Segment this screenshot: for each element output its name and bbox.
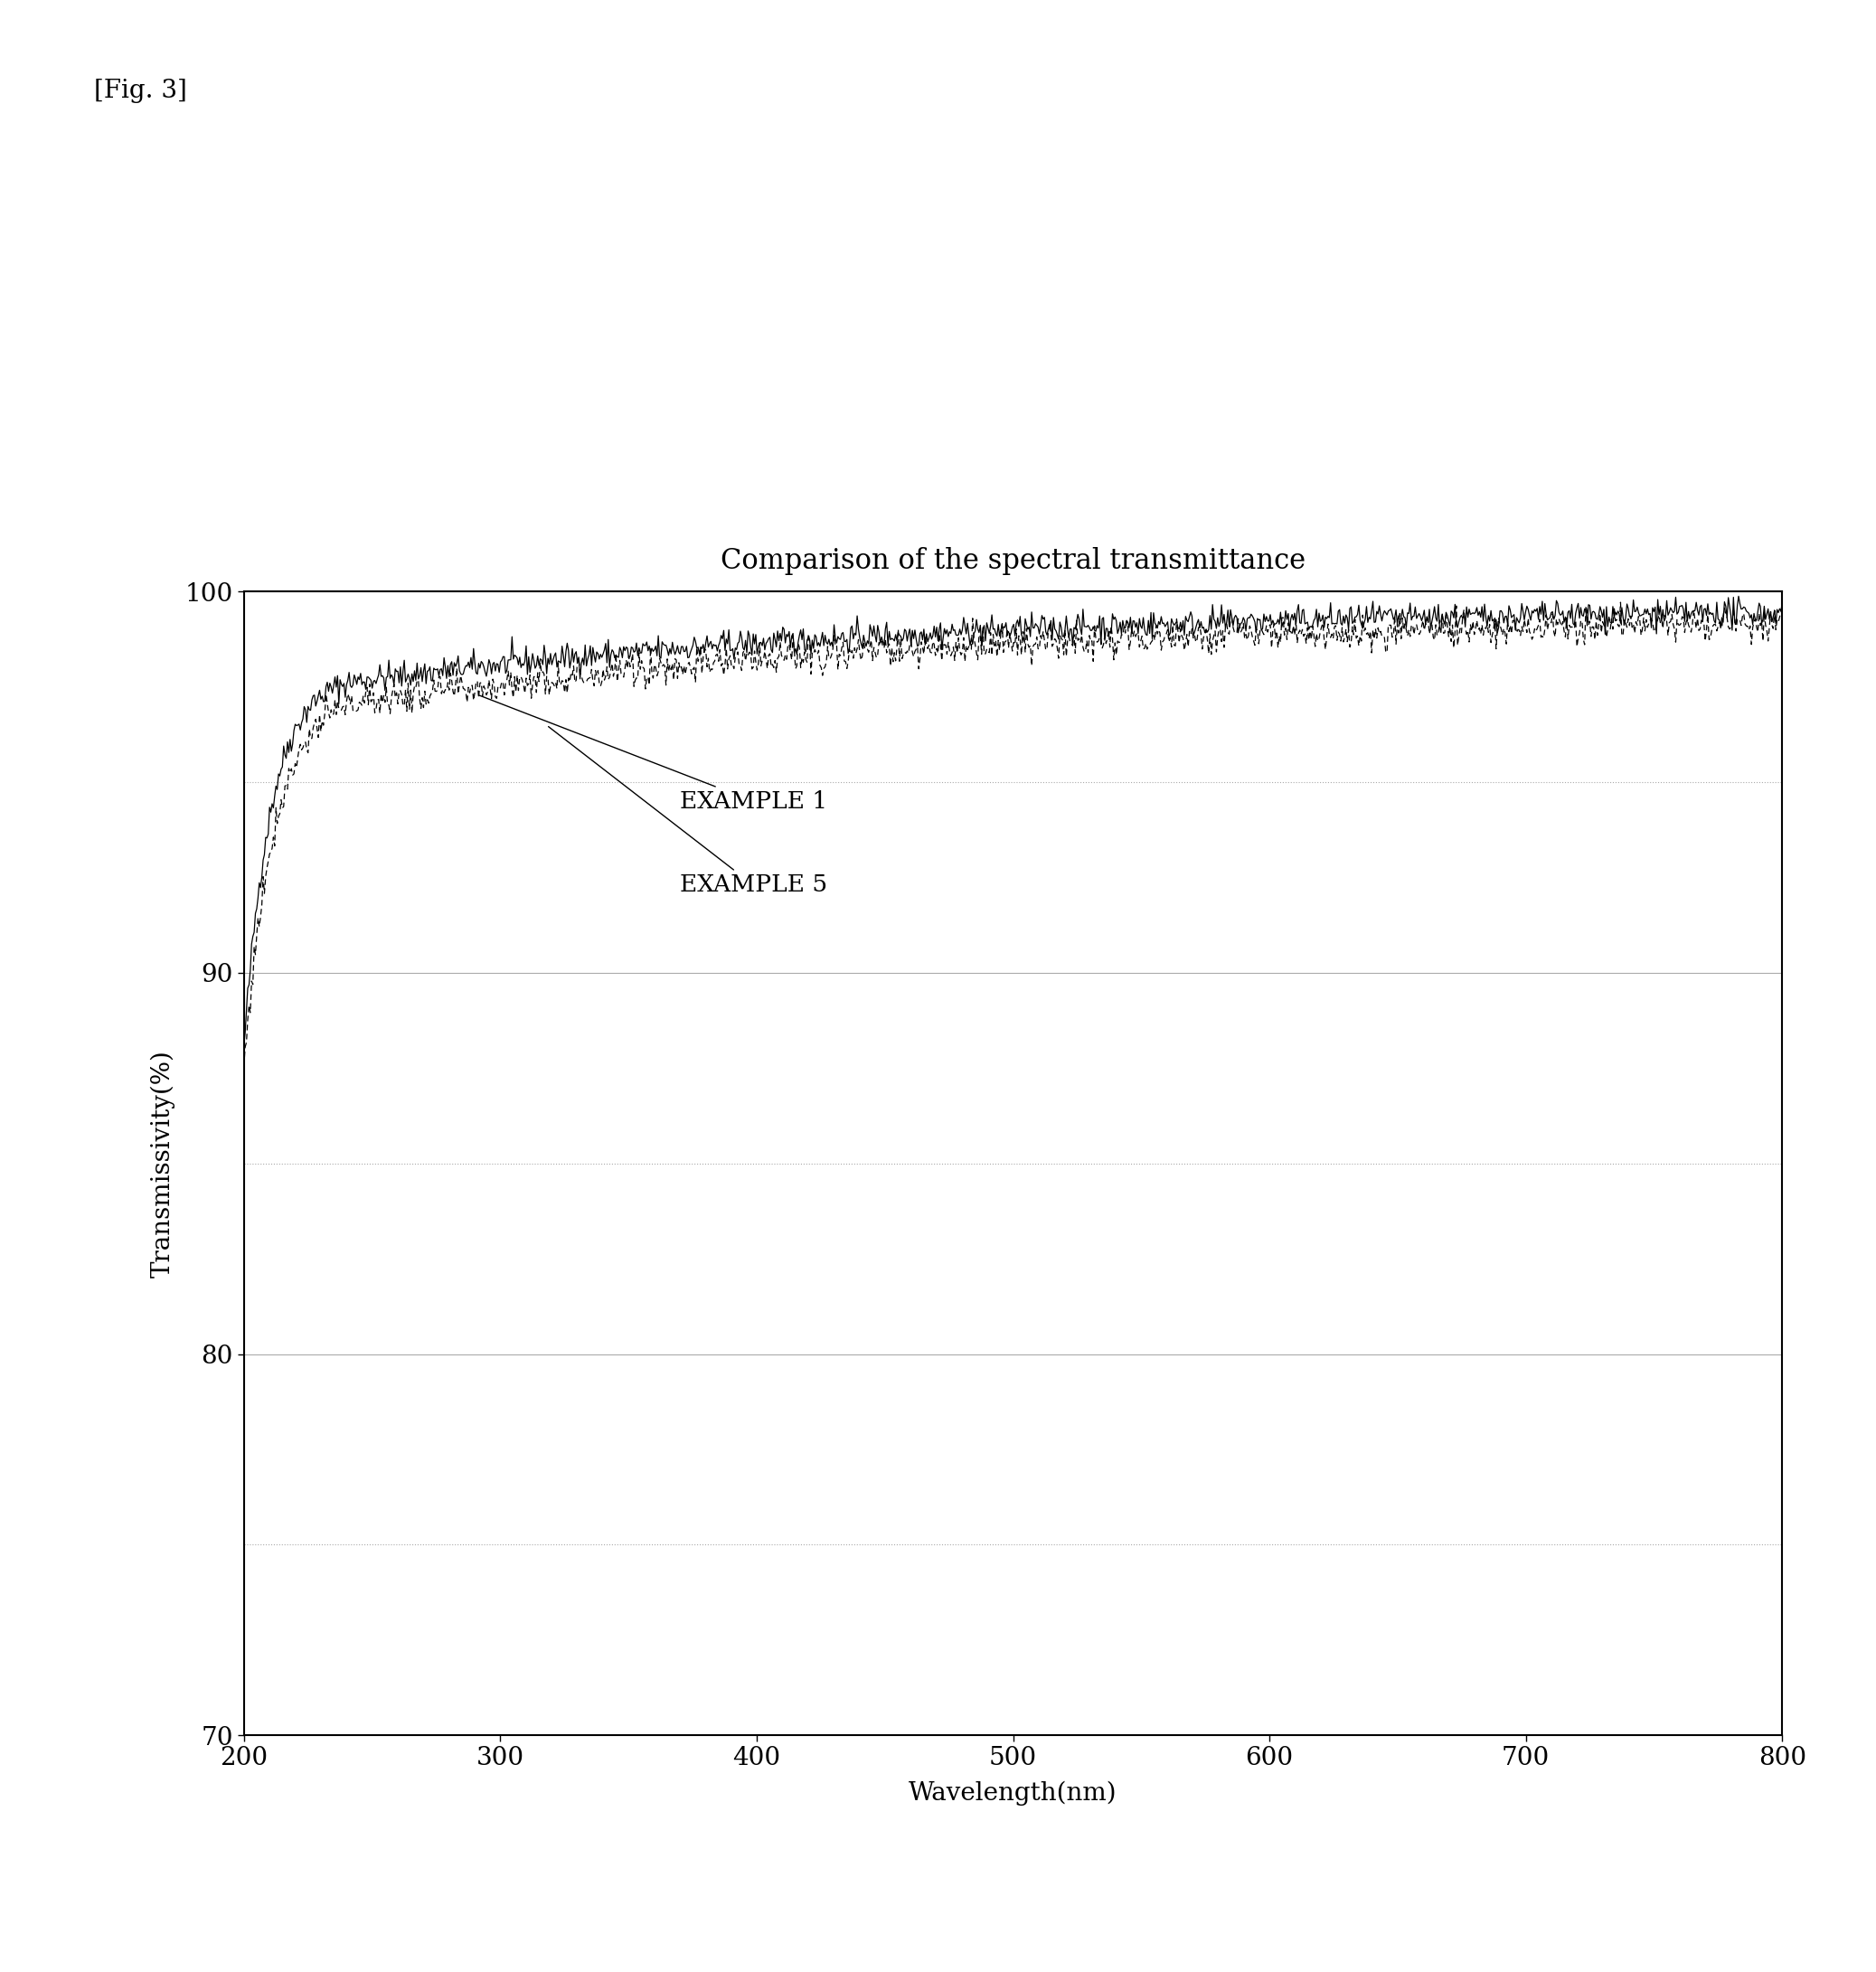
Text: EXAMPLE 5: EXAMPLE 5 [548,726,827,897]
X-axis label: Wavelength(nm): Wavelength(nm) [908,1781,1118,1804]
Y-axis label: Transmissivity(%): Transmissivity(%) [150,1049,174,1278]
Title: Comparison of the spectral transmittance: Comparison of the spectral transmittance [720,548,1306,576]
Text: [Fig. 3]: [Fig. 3] [94,79,188,103]
Text: EXAMPLE 1: EXAMPLE 1 [480,696,827,812]
